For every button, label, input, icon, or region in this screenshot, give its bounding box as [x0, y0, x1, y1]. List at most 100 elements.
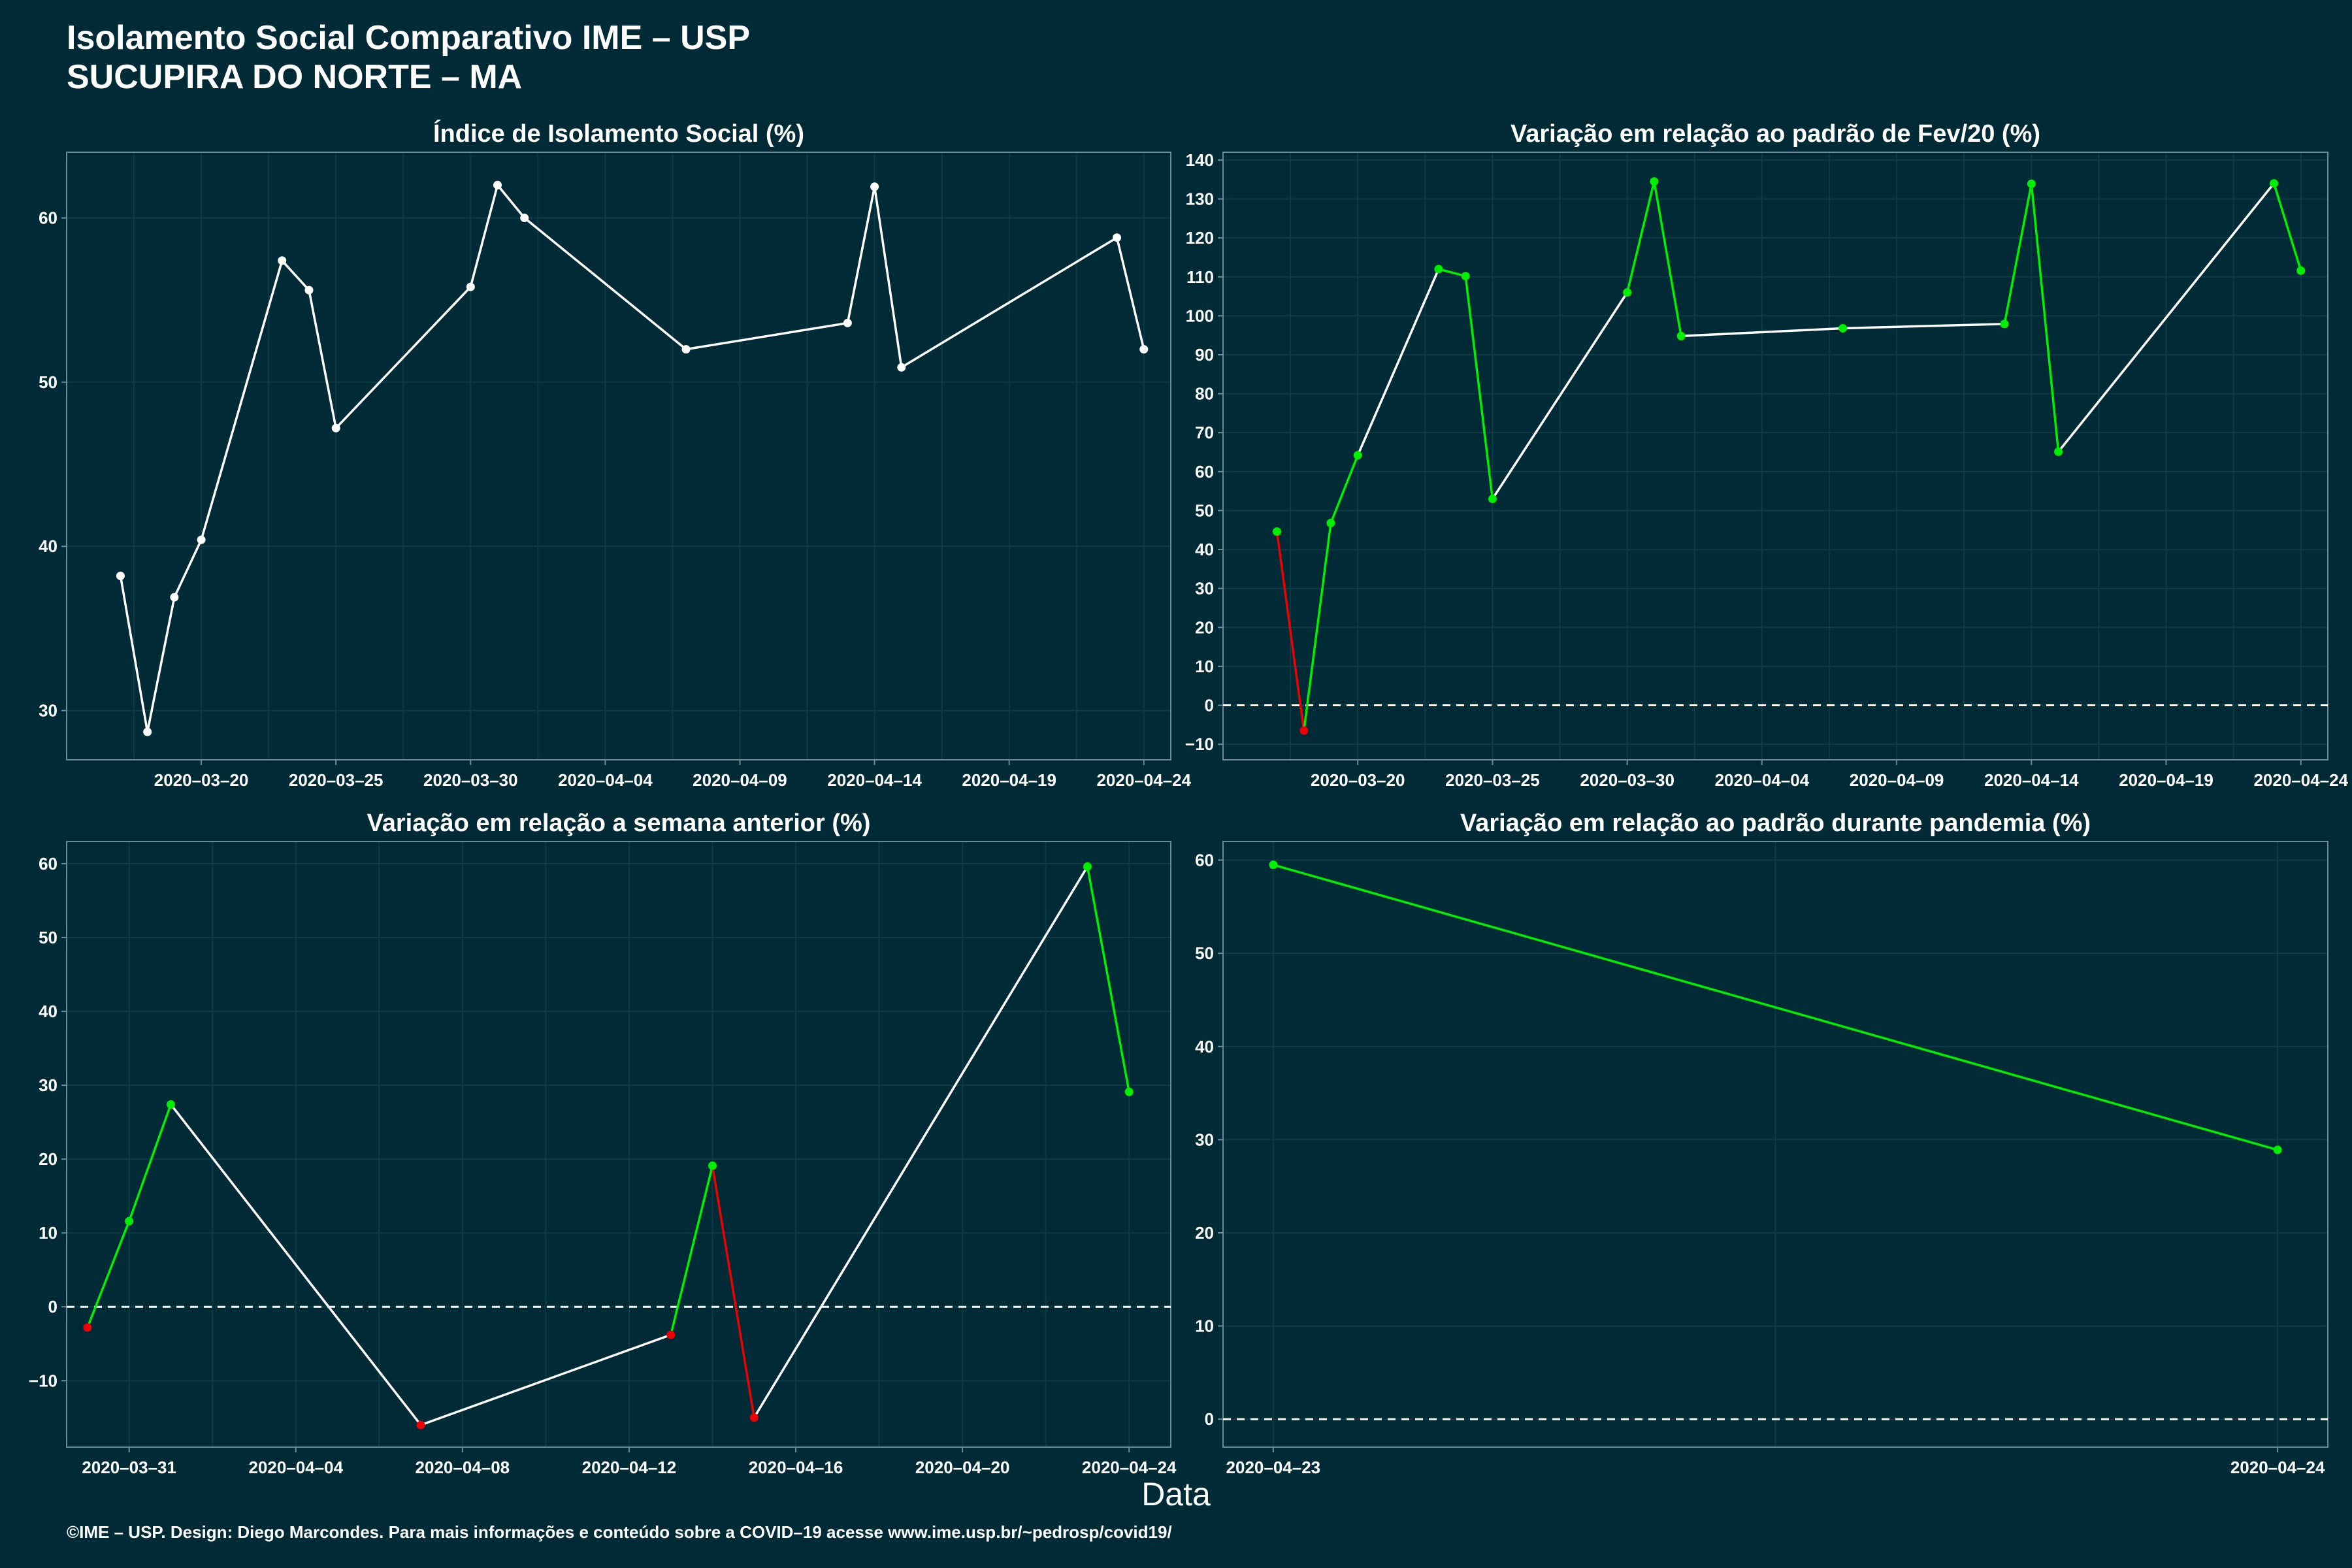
- data-point: [2296, 266, 2306, 275]
- data-point: [493, 180, 502, 189]
- y-tick-label: 50: [1195, 943, 1214, 963]
- data-point: [1083, 862, 1092, 871]
- chart-subtitle: SUCUPIRA DO NORTE – MA: [67, 58, 523, 96]
- data-point: [870, 182, 879, 191]
- x-tick-label: 2020–03–20: [1311, 770, 1405, 790]
- x-tick-label: 2020–04–09: [1850, 770, 1944, 790]
- series-line-segment: [200, 259, 284, 541]
- series-line-segment: [1653, 180, 1682, 338]
- y-tick-label: 30: [1195, 579, 1214, 598]
- series-line-segment: [173, 538, 203, 598]
- x-tick-label: 2020–04–04: [1715, 770, 1810, 790]
- series-line-segment: [1841, 323, 2006, 330]
- series-line-segment: [1680, 327, 1844, 338]
- x-tick-label: 2020–04–04: [558, 770, 653, 790]
- panel-frame: [66, 841, 1171, 1448]
- series-line-segment: [1464, 274, 1494, 500]
- series-line-segment: [685, 321, 849, 351]
- x-tick-label: 2020–04–08: [416, 1458, 510, 1477]
- series-line-segment: [1356, 268, 1440, 457]
- y-tick-label: 80: [1195, 384, 1214, 404]
- data-point: [1488, 495, 1497, 504]
- x-axis-label: Data: [1141, 1476, 1211, 1512]
- y-tick-label: 10: [39, 1223, 57, 1243]
- panel-title: Variação em relação ao padrão de Fev/20 …: [1511, 120, 2040, 148]
- data-point: [1139, 345, 1149, 354]
- data-point: [708, 1161, 717, 1170]
- x-tick-label: 2020–04–19: [2119, 770, 2213, 790]
- y-tick-label: −10: [29, 1371, 57, 1390]
- series-line-segment: [753, 865, 1089, 1419]
- data-point: [304, 286, 314, 295]
- series-line-segment: [846, 186, 876, 325]
- footer-caption: ©IME – USP. Design: Diego Marcondes. Par…: [67, 1522, 1172, 1542]
- data-point: [1326, 519, 1335, 528]
- x-tick-label: 2020–03–30: [423, 770, 518, 790]
- series-line-segment: [469, 184, 499, 288]
- series-line-segment: [2272, 182, 2302, 272]
- series-line-segment: [1437, 268, 1467, 278]
- data-point: [897, 363, 906, 372]
- y-tick-label: 130: [1186, 189, 1214, 209]
- x-tick-label: 2020–03–25: [1445, 770, 1540, 790]
- y-tick-label: 40: [39, 536, 57, 556]
- data-point: [125, 1217, 134, 1226]
- y-tick-label: 140: [1186, 150, 1214, 170]
- y-tick-label: 90: [1195, 345, 1214, 365]
- x-tick-label: 2020–03–20: [154, 770, 249, 790]
- data-point: [666, 1330, 676, 1339]
- data-point: [1650, 177, 1659, 186]
- chart-panel-3: Variação em relação a semana anterior (%…: [29, 809, 1177, 1477]
- y-tick-label: 50: [1195, 500, 1214, 520]
- chart-panel-4: Variação em relação ao padrão durante pa…: [1195, 809, 2328, 1477]
- data-point: [2000, 319, 2009, 329]
- series-line-segment: [2003, 182, 2033, 325]
- y-tick-label: 50: [39, 372, 57, 392]
- series-line-segment: [281, 259, 310, 291]
- data-point: [416, 1420, 425, 1429]
- data-point: [1299, 726, 1309, 735]
- series-line-segment: [1625, 180, 1656, 294]
- x-tick-label: 2020–04–16: [749, 1458, 843, 1477]
- x-tick-label: 2020–04–24: [2230, 1458, 2325, 1477]
- data-point: [197, 535, 206, 544]
- y-tick-label: 60: [39, 854, 57, 874]
- y-tick-label: 40: [39, 1002, 57, 1021]
- y-tick-label: −10: [1185, 734, 1214, 754]
- chart-panel-1: Índice de Isolamento Social (%) 30 40 50 60 2…: [39, 119, 1192, 790]
- data-point: [843, 318, 852, 327]
- y-tick-label: 110: [1186, 267, 1214, 287]
- y-tick-label: 30: [1195, 1130, 1214, 1149]
- data-point: [2027, 179, 2036, 188]
- data-point: [166, 1100, 175, 1109]
- x-tick-label: 2020–04–12: [582, 1458, 677, 1477]
- y-tick-label: 60: [1195, 851, 1214, 870]
- data-point: [116, 571, 125, 580]
- panel-title: Variação em relação a semana anterior (%…: [367, 809, 871, 837]
- y-tick-label: 120: [1186, 228, 1214, 248]
- data-point: [331, 423, 340, 433]
- data-point: [1272, 527, 1281, 536]
- y-tick-label: 100: [1186, 306, 1214, 325]
- x-tick-label: 2020–04–14: [1984, 770, 2079, 790]
- series-line-segment: [2030, 182, 2060, 453]
- series-line-segment: [669, 1164, 714, 1336]
- series-line-segment: [900, 236, 1119, 369]
- data-point: [2270, 179, 2279, 188]
- panel-frame: [1222, 152, 2328, 760]
- y-tick-label: 40: [1195, 1037, 1214, 1056]
- y-tick-label: 50: [39, 928, 57, 947]
- y-tick-label: 40: [1195, 540, 1214, 559]
- data-point: [1461, 272, 1470, 281]
- x-tick-label: 2020–04–24: [1096, 770, 1191, 790]
- series-line-segment: [86, 1220, 131, 1329]
- y-tick-label: 10: [1195, 657, 1214, 676]
- y-tick-label: 30: [39, 701, 57, 721]
- series-line-segment: [1086, 865, 1130, 1093]
- data-point: [1676, 331, 1686, 340]
- series-line-segment: [873, 186, 903, 369]
- data-point: [520, 214, 529, 223]
- series-line-segment: [1115, 236, 1145, 351]
- series-line-segment: [335, 286, 472, 430]
